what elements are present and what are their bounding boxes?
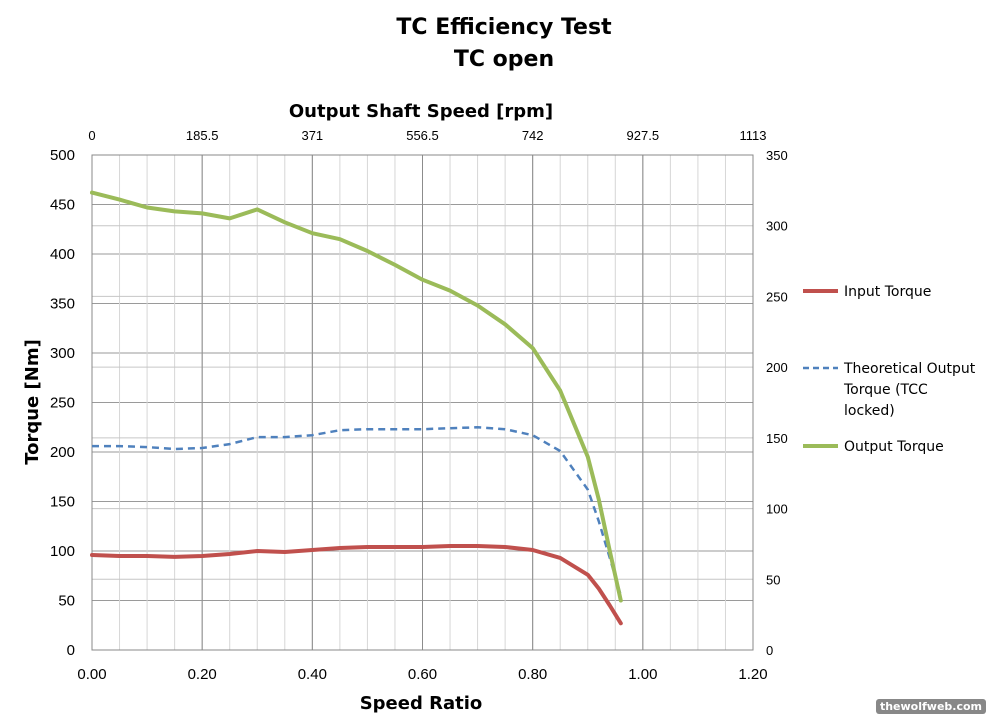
right-axis-ticks: 0 50 100 150 200 250 300 350	[766, 148, 788, 658]
y-tick-label: 300	[50, 345, 75, 362]
y-tick-label: 250	[50, 395, 75, 412]
top-axis-ticks: 0 185.5 371 556.5 742 927.5 1113	[88, 128, 766, 143]
series-line-output-torque	[90, 190, 623, 603]
y-tick-label: 0	[67, 642, 75, 659]
right-tick-label: 100	[766, 502, 788, 517]
legend-label: Output Torque	[844, 439, 944, 455]
legend: Input Torque Theoretical Output Torque (TC…	[803, 284, 976, 455]
top-tick-label: 0	[88, 128, 95, 143]
grid	[91, 154, 754, 651]
legend-label: locked)	[844, 403, 895, 419]
y-tick-label: 400	[50, 246, 75, 263]
x-tick-label: 0.40	[298, 666, 327, 683]
right-tick-label: 350	[766, 148, 788, 163]
top-tick-label: 927.5	[627, 128, 660, 143]
right-tick-label: 200	[766, 360, 788, 375]
x-tick-label: 0.80	[518, 666, 547, 683]
top-tick-label: 556.5	[406, 128, 439, 143]
x-tick-label: 1.00	[628, 666, 657, 683]
top-tick-label: 185.5	[186, 128, 219, 143]
plot-area	[91, 154, 754, 651]
legend-label: Torque (TCC	[843, 382, 928, 398]
y-tick-label: 150	[50, 494, 75, 511]
chart-title: TC Efficiency Test	[396, 15, 612, 40]
x-axis-title: Speed Ratio	[360, 693, 483, 714]
chart-subtitle: TC open	[454, 47, 554, 72]
right-tick-label: 50	[766, 572, 780, 587]
right-tick-label: 150	[766, 431, 788, 446]
y-tick-label: 450	[50, 197, 75, 214]
series-group	[90, 190, 623, 626]
y-axis-title: Torque [Nm]	[22, 339, 43, 465]
y-tick-label: 100	[50, 543, 75, 560]
y-axis-ticks: 0 50 100 150 200 250 300 350 400 450 500	[50, 147, 75, 659]
right-tick-label: 300	[766, 219, 788, 234]
x-tick-label: 0.20	[188, 666, 217, 683]
legend-label: Theoretical Output	[843, 361, 976, 377]
y-tick-label: 500	[50, 147, 75, 164]
right-tick-label: 250	[766, 289, 788, 304]
legend-label: Input Torque	[844, 284, 931, 300]
top-tick-label: 1113	[740, 128, 767, 143]
y-tick-label: 200	[50, 444, 75, 461]
top-axis-title: Output Shaft Speed [rpm]	[289, 101, 553, 122]
right-tick-label: 0	[766, 643, 773, 658]
x-tick-label: 0.60	[408, 666, 437, 683]
series-line-theoretical-output-torque-tcc-locked	[92, 426, 622, 596]
watermark: thewolfweb.com	[875, 699, 986, 714]
series-line-input-torque	[90, 544, 623, 626]
x-tick-label: 0.00	[77, 666, 106, 683]
top-tick-label: 742	[522, 128, 544, 143]
y-tick-label: 50	[58, 593, 75, 610]
x-axis-ticks: 0.00 0.20 0.40 0.60 0.80 1.00 1.20	[77, 666, 767, 683]
y-tick-label: 350	[50, 296, 75, 313]
top-tick-label: 371	[301, 128, 323, 143]
x-tick-label: 1.20	[738, 666, 767, 683]
